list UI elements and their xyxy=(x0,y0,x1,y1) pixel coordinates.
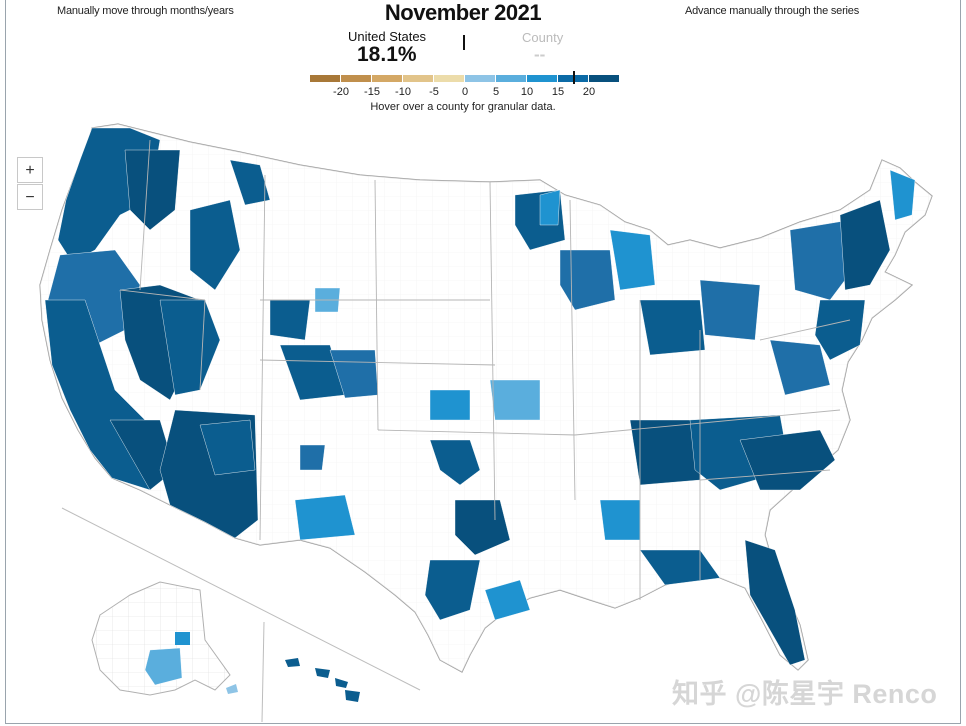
us-value-marker xyxy=(573,71,575,84)
scale-tick-label: 10 xyxy=(520,86,534,98)
map-frame xyxy=(5,0,961,724)
scale-swatch xyxy=(310,75,340,82)
county-label: County xyxy=(522,30,564,45)
zoom-in-button[interactable]: + xyxy=(17,157,43,183)
scale-swatch xyxy=(527,75,557,82)
scale-swatch xyxy=(403,75,433,82)
scale-tick-label: 0 xyxy=(461,86,469,98)
alaska-shape[interactable] xyxy=(91,581,231,696)
scale-tick-label: 5 xyxy=(492,86,500,98)
us-label: United States xyxy=(348,29,427,44)
scale-swatch xyxy=(434,75,464,82)
county-value: -- xyxy=(534,45,546,64)
manual-months-link[interactable]: Manually move through months/years xyxy=(57,5,234,17)
inset-divider xyxy=(61,507,421,691)
scale-tick-label: 20 xyxy=(582,86,596,98)
scale-tick-label: -10 xyxy=(395,86,411,98)
scale-swatch xyxy=(465,75,495,82)
scale-swatch xyxy=(496,75,526,82)
state-borders xyxy=(119,139,851,600)
zoom-out-button[interactable]: − xyxy=(17,184,43,210)
hover-hint: Hover over a county for granular data. xyxy=(370,101,556,113)
scale-tick-label: 15 xyxy=(551,86,565,98)
us-value: 18.1% xyxy=(357,43,417,66)
scale-tick-label: -20 xyxy=(333,86,349,98)
scale-swatch xyxy=(341,75,371,82)
scale-tick-label: -15 xyxy=(364,86,380,98)
scale-swatch xyxy=(372,75,402,82)
divider-bar xyxy=(463,35,465,50)
scale-tick-label: -5 xyxy=(429,86,439,98)
advance-series-link[interactable]: Advance manually through the series xyxy=(685,5,859,17)
scale-swatch xyxy=(589,75,619,82)
hawaii-shape[interactable] xyxy=(285,658,360,702)
inset-divider xyxy=(261,621,265,723)
map-title: November 2021 xyxy=(384,0,542,25)
watermark: 知乎 @陈星宇 Renco xyxy=(672,679,938,709)
